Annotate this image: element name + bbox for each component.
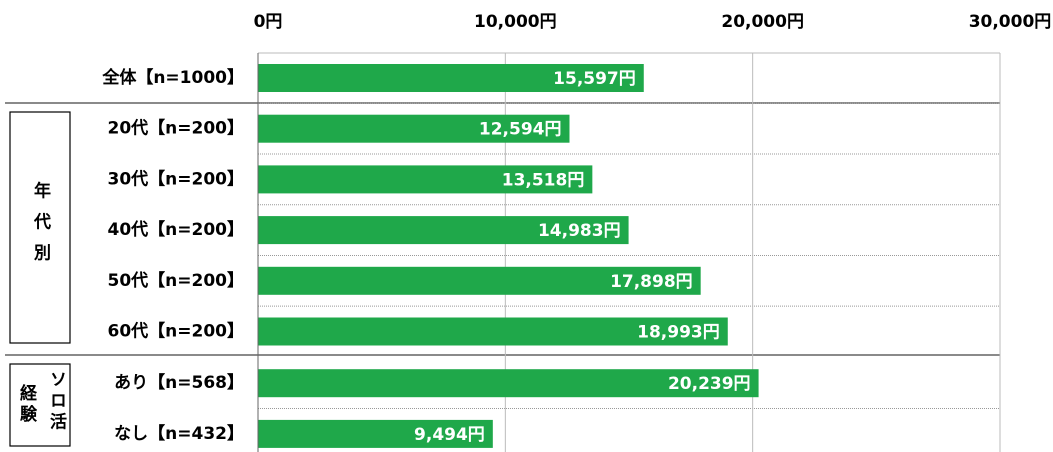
bar <box>258 317 728 346</box>
y-tick-label: 全体【n=1000】 <box>101 67 244 88</box>
bar <box>258 419 493 448</box>
y-tick-label: なし【n=432】 <box>114 423 244 444</box>
y-tick-label: 20代【n=200】 <box>108 118 245 139</box>
value-label: 13,518円 <box>502 170 585 190</box>
bar <box>258 114 570 143</box>
group-label: 経験 <box>16 383 37 426</box>
bar <box>258 165 593 194</box>
group-box <box>9 111 71 344</box>
value-label: 15,597円 <box>553 69 636 89</box>
bar <box>258 369 759 398</box>
value-label: 14,983円 <box>538 221 621 241</box>
group-label: ソロ活 <box>46 371 67 434</box>
value-label: 12,594円 <box>479 120 562 140</box>
y-tick-label: あり【n=568】 <box>114 372 244 393</box>
y-tick-label: 60代【n=200】 <box>108 321 245 342</box>
value-label: 20,239円 <box>668 374 751 394</box>
value-label: 9,494円 <box>414 425 485 445</box>
value-label: 17,898円 <box>610 272 693 292</box>
y-tick-label: 40代【n=200】 <box>108 219 245 240</box>
bar <box>258 64 644 92</box>
x-tick-label: 30,000円 <box>969 12 1052 32</box>
y-tick-label: 30代【n=200】 <box>108 168 245 189</box>
bar <box>258 266 701 295</box>
group-label: 年代別 <box>30 180 52 274</box>
x-tick-label: 20,000円 <box>721 12 804 32</box>
value-label: 18,993円 <box>637 323 720 343</box>
group-box <box>9 363 71 447</box>
bar <box>258 216 629 245</box>
y-tick-label: 50代【n=200】 <box>108 270 245 291</box>
x-tick-label: 0円 <box>254 12 283 32</box>
x-tick-label: 10,000円 <box>474 12 557 32</box>
